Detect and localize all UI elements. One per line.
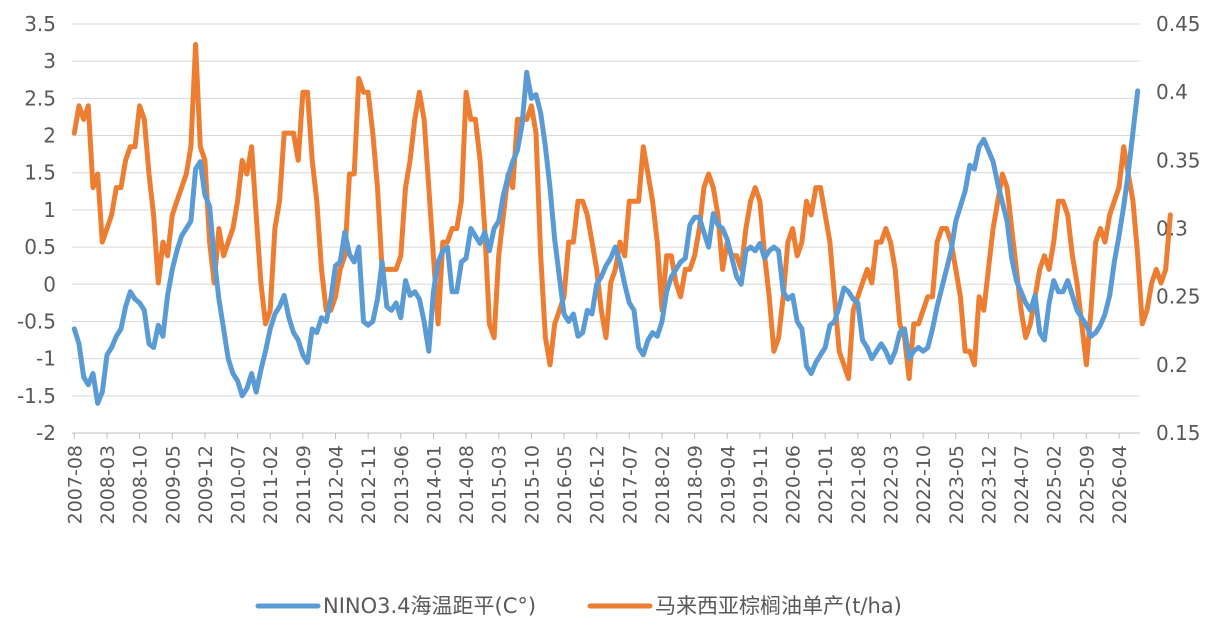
left-y-tick-label: -1 (36, 347, 56, 371)
x-tick-label: 2022-03 (880, 445, 902, 524)
x-tick-label: 2023-05 (946, 445, 968, 524)
x-tick-label: 2021-01 (815, 445, 837, 524)
x-tick-label: 2019-11 (750, 445, 772, 524)
x-axis: 2007-08 2008-03 2008-10 2009-05 2009-12 2010-… (64, 432, 1140, 524)
x-tick-label: 2023-12 (978, 445, 1000, 524)
x-tick-label: 2011-09 (293, 445, 315, 524)
x-tick-label: 2022-10 (913, 445, 935, 524)
left-y-tick-label: 3.5 (24, 12, 56, 36)
legend-label-palm-oil: 马来西亚棕榈油单产(t/ha) (655, 594, 902, 618)
x-tick-label: 2025-09 (1076, 445, 1098, 524)
right-y-tick-label: 0.35 (1156, 148, 1201, 172)
x-tick-label: 2009-05 (162, 445, 184, 524)
left-y-tick-label: 1 (43, 198, 56, 222)
x-tick-label: 2016-12 (587, 445, 609, 524)
x-tick-label: 2013-06 (391, 445, 413, 524)
series-lines (71, 42, 1173, 406)
x-tick-label: 2017-07 (619, 445, 641, 524)
x-tick-label: 2016-05 (554, 445, 576, 524)
left-y-tick-label: 0 (43, 272, 56, 296)
left-y-tick-label: 2.5 (24, 86, 56, 110)
left-y-tick-label: 2 (43, 124, 56, 148)
x-tick-label: 2010-07 (228, 445, 250, 524)
right-y-tick-label: 0.25 (1156, 285, 1201, 309)
x-tick-label: 2024-07 (1011, 445, 1033, 524)
x-tick-label: 2011-02 (260, 445, 282, 524)
left-y-tick-label: -2 (36, 421, 56, 445)
x-tick-label: 2008-03 (97, 445, 119, 524)
x-tick-label: 2008-10 (130, 445, 152, 524)
x-tick-label: 2018-02 (652, 445, 674, 524)
x-tick-label: 2021-08 (848, 445, 870, 524)
series-line-nino34 (71, 69, 1141, 406)
left-y-tick-label: 1.5 (24, 161, 56, 185)
right-y-tick-label: 0.4 (1156, 80, 1188, 104)
x-tick-label: 2014-01 (423, 445, 445, 524)
x-tick-label: 2020-06 (783, 445, 805, 524)
right-y-tick-label: 0.15 (1156, 421, 1201, 445)
x-tick-label: 2019-04 (717, 445, 739, 524)
x-tick-label: 2012-04 (326, 445, 348, 524)
left-y-tick-label: -0.5 (17, 309, 56, 333)
x-tick-label: 2018-09 (685, 445, 707, 524)
legend-label-nino34: NINO3.4海温距平(C°) (323, 594, 536, 618)
x-tick-label: 2014-08 (456, 445, 478, 524)
x-tick-label: 2007-08 (64, 445, 86, 524)
right-y-axis: 0.450.40.350.30.250.20.15 (1156, 12, 1201, 445)
left-y-tick-label: 3 (43, 49, 56, 73)
series-line-palm-oil-yield (71, 42, 1173, 381)
left-y-tick-label: 0.5 (24, 235, 56, 259)
x-tick-label: 2015-10 (521, 445, 543, 524)
right-y-tick-label: 0.2 (1156, 353, 1188, 377)
legend: NINO3.4海温距平(C°) 马来西亚棕榈油单产(t/ha) (255, 594, 902, 618)
x-tick-label: 2009-12 (195, 445, 217, 524)
right-y-tick-label: 0.45 (1156, 12, 1201, 36)
left-y-axis: 3.5 3 2.5 2 1.5 1 0.5 0 -0.5 -1 -1.5 -2 (17, 12, 56, 445)
x-tick-label: 2026-04 (1109, 445, 1131, 524)
left-y-tick-label: -1.5 (17, 384, 56, 408)
x-tick-label: 2012-11 (358, 445, 380, 524)
x-tick-label: 2025-02 (1044, 445, 1066, 524)
x-tick-label: 2015-03 (489, 445, 511, 524)
